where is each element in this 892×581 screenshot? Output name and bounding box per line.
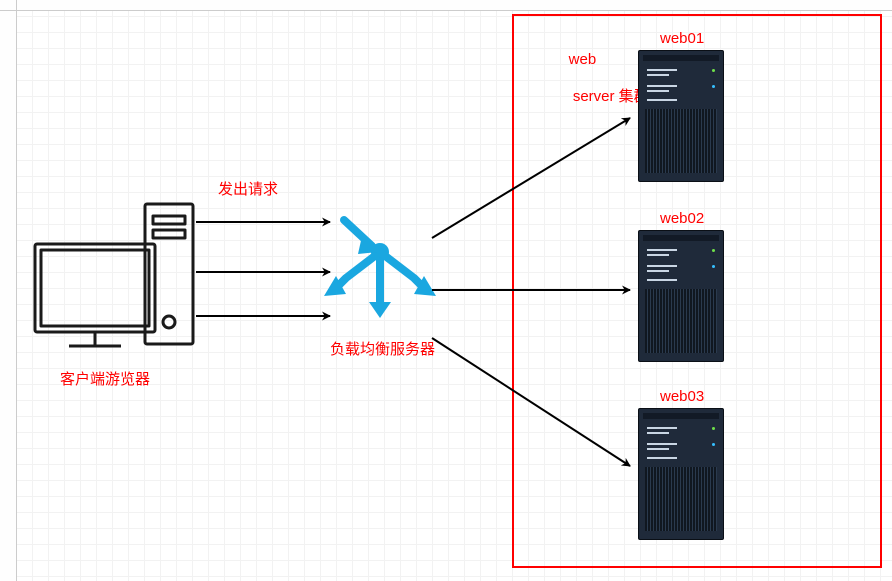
ruler-left <box>0 10 17 581</box>
cluster-title-line2: server 集群 <box>569 88 649 105</box>
server-web02 <box>638 230 724 362</box>
load-balancer-label: 负载均衡服务器 <box>330 338 435 359</box>
server-label-web03: web03 <box>660 388 704 405</box>
cluster-title: web server 集群 <box>552 34 649 123</box>
server-label-web01: web01 <box>660 30 704 47</box>
ruler-top <box>16 0 892 11</box>
ruler-corner <box>0 0 17 11</box>
request-label: 发出请求 <box>218 178 278 199</box>
server-web01 <box>638 50 724 182</box>
client-label: 客户端游览器 <box>60 368 150 389</box>
cluster-title-line1: web <box>569 51 597 68</box>
server-label-web02: web02 <box>660 210 704 227</box>
server-web03 <box>638 408 724 540</box>
diagram-canvas: web server 集群 客户端游览器 发出请求 负载均衡服务器 web01 … <box>0 0 892 581</box>
